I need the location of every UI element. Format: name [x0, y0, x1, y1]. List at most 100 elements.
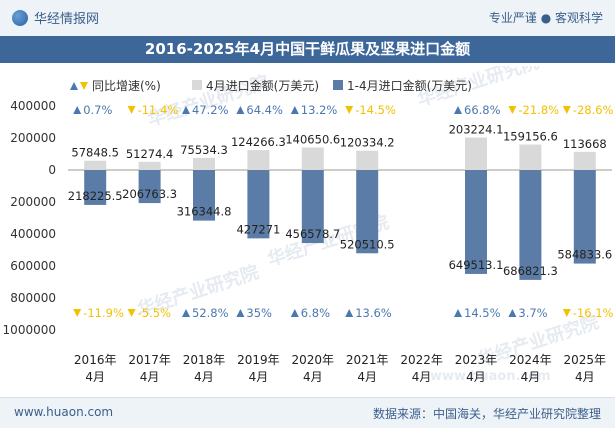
bar-cumulative	[573, 170, 596, 264]
yoy-april-down-triangle-icon	[345, 106, 354, 114]
x-tick-label-month: 4月	[357, 370, 377, 384]
bar-cumulative-value-label: 206763.3	[122, 187, 177, 201]
bar-cumulative-value-label: 520510.5	[340, 237, 395, 251]
bar-cumulative	[519, 170, 542, 280]
y-tick-label: 0	[48, 163, 56, 177]
x-tick-label-month: 4月	[412, 370, 432, 384]
yoy-april-label: 13.2%	[301, 103, 338, 117]
x-tick-label-year: 2024年	[509, 353, 552, 367]
x-tick-label-year: 2025年	[564, 353, 607, 367]
y-tick-label: 200000	[10, 131, 56, 145]
x-tick-label-month: 4月	[85, 370, 105, 384]
bar-cumulative-value-label: 456578.7	[285, 227, 340, 241]
bar-april-value-label: 51274.4	[126, 147, 174, 161]
yoy-cumulative-up-triangle-icon	[345, 309, 354, 317]
bar-cumulative-value-label: 218225.5	[68, 189, 123, 203]
yoy-cumulative-up-triangle-icon	[290, 309, 299, 317]
yoy-cumulative-label: -5.5%	[138, 306, 171, 320]
yoy-cumulative-down-triangle-icon	[73, 309, 82, 317]
watermark-url: www.huaon.com	[430, 369, 551, 384]
footer-site[interactable]: www.huaon.com	[14, 405, 114, 419]
x-tick-label-year: 2017年	[128, 353, 171, 367]
x-tick-label-year: 2022年	[400, 353, 443, 367]
bar-april-value-label: 203224.1	[449, 122, 504, 136]
bar-cumulative	[356, 170, 379, 254]
bar-cumulative-value-label: 649513.1	[449, 258, 504, 272]
bar-april-value-label: 120334.2	[340, 136, 395, 150]
legend-cumulative-label: 1-4月进口金额(万美元)	[347, 78, 472, 93]
x-tick-label-year: 2023年	[455, 353, 498, 367]
y-tick-label: 800000	[10, 291, 56, 305]
yoy-april-label: -21.8%	[518, 103, 559, 117]
bar-cumulative	[301, 170, 324, 244]
footer-source: 数据来源：中国海关，华经产业研究院整理	[372, 407, 601, 421]
bar-cumulative-value-label: 584833.6	[557, 248, 612, 262]
bar-cumulative-value-label: 316344.8	[177, 205, 232, 219]
y-tick-label: 600000	[10, 259, 56, 273]
yoy-april-label: -11.4%	[138, 103, 179, 117]
yoy-april-label: 66.8%	[464, 103, 501, 117]
bar-april	[301, 147, 324, 170]
y-tick-label: 1000000	[3, 323, 56, 337]
bar-april-value-label: 75534.3	[180, 143, 228, 157]
x-tick-label-month: 4月	[466, 370, 486, 384]
yoy-april-down-triangle-icon	[508, 106, 517, 114]
yoy-april-down-triangle-icon	[127, 106, 136, 114]
bar-cumulative	[247, 170, 270, 239]
tagline: 专业严谨 ● 客观科学	[488, 11, 603, 25]
yoy-april-label: 64.4%	[246, 103, 283, 117]
bar-cumulative	[465, 170, 487, 274]
bar-april	[247, 150, 270, 170]
huajing-logo-icon	[12, 9, 28, 26]
y-tick-label: 400000	[10, 227, 56, 241]
yoy-april-label: 0.7%	[83, 103, 112, 117]
x-tick-label-month: 4月	[140, 370, 160, 384]
x-tick-label-month: 4月	[575, 370, 595, 384]
yoy-april-label: -14.5%	[355, 103, 396, 117]
yoy-cumulative-label: 35%	[246, 306, 272, 320]
bar-april	[573, 151, 596, 170]
bar-cumulative-value-label: 686821.3	[503, 264, 558, 278]
chart-title: 2016-2025年4月中国干鲜瓜果及坚果进口金额	[0, 36, 615, 63]
yoy-april-up-triangle-icon	[73, 106, 82, 114]
legend-up-triangle-icon	[70, 82, 78, 90]
y-tick-label: 200000	[10, 195, 56, 209]
yoy-cumulative-up-triangle-icon	[182, 309, 190, 317]
yoy-cumulative-label: 14.5%	[464, 306, 501, 320]
yoy-cumulative-down-triangle-icon	[562, 309, 571, 317]
x-tick-label-month: 4月	[303, 370, 323, 384]
legend-down-triangle-icon	[80, 82, 88, 90]
bar-april	[138, 161, 161, 170]
bar-april-value-label: 57848.5	[71, 146, 119, 160]
footer-bar: www.huaon.com 数据来源：中国海关，华经产业研究院整理	[0, 397, 615, 428]
bar-april	[356, 150, 379, 170]
yoy-cumulative-down-triangle-icon	[127, 309, 136, 317]
yoy-cumulative-up-triangle-icon	[236, 309, 245, 317]
yoy-april-up-triangle-icon	[236, 106, 245, 114]
bar-cumulative	[193, 170, 215, 221]
bar-april-value-label: 124266.3	[231, 135, 286, 149]
x-tick-label-month: 4月	[521, 370, 541, 384]
legend-cumulative-swatch	[333, 80, 343, 90]
x-tick-label-year: 2019年	[237, 353, 280, 367]
bar-cumulative	[138, 170, 161, 204]
bar-april-value-label: 140650.6	[285, 132, 340, 146]
yoy-cumulative-label: 52.8%	[192, 306, 229, 320]
bar-april	[84, 160, 107, 170]
legend-yoy-label: 同比增速(%)	[92, 79, 161, 93]
yoy-cumulative-label: 6.8%	[301, 306, 330, 320]
bar-cumulative-value-label: 427271	[236, 222, 280, 236]
x-tick-label-month: 4月	[249, 370, 269, 384]
x-tick-label-year: 2021年	[346, 353, 389, 367]
legend-april-swatch	[192, 80, 202, 90]
x-tick-label-year: 2018年	[183, 353, 226, 367]
bar-april-value-label: 113668	[563, 137, 607, 151]
yoy-cumulative-label: -16.1%	[573, 306, 614, 320]
yoy-cumulative-label: -11.9%	[83, 306, 124, 320]
yoy-cumulative-up-triangle-icon	[508, 309, 517, 317]
yoy-cumulative-up-triangle-icon	[454, 309, 462, 317]
bar-april	[465, 137, 487, 170]
x-tick-label-year: 2016年	[74, 353, 117, 367]
bar-april-value-label: 159156.6	[503, 130, 558, 144]
brand-name: 华经情报网	[34, 12, 100, 27]
